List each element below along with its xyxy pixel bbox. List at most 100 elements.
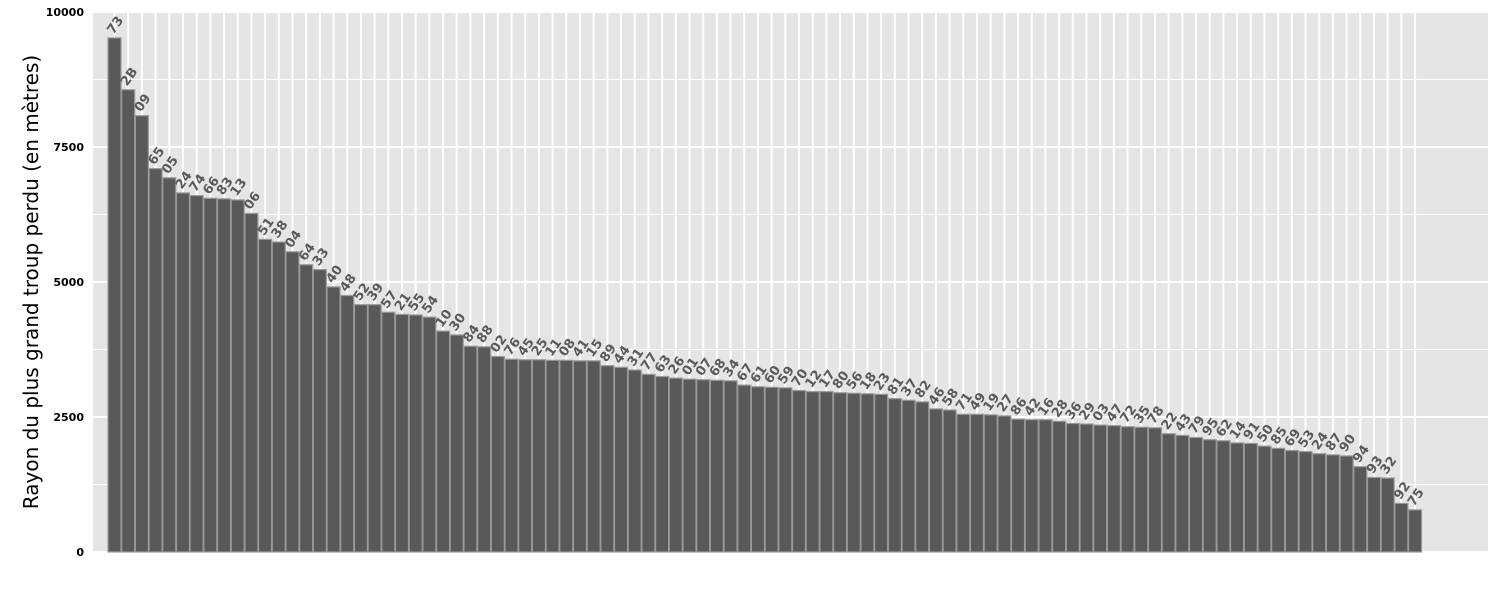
bar [1312,453,1327,553]
bar [257,238,273,553]
bar [1024,419,1039,553]
bar [1407,509,1423,553]
bar [586,360,601,553]
bars [107,37,1423,553]
bar [189,195,204,553]
bar [203,197,218,553]
y-axis-ticks: 0 2500 5000 7500 10000 [46,6,85,559]
bar [1106,425,1121,553]
bar [490,355,505,553]
bar [983,414,998,553]
bar [1216,440,1231,553]
bar [1394,502,1409,553]
bar [1079,423,1094,553]
bar [654,375,670,553]
bar [819,391,834,553]
bar [832,392,848,553]
bar [1038,419,1053,553]
bar [285,251,300,553]
bar [162,177,177,553]
bar [600,365,615,553]
bar [846,392,861,553]
bar [668,377,683,553]
bar [928,408,944,553]
bar [1325,454,1341,553]
bar [956,413,971,553]
bar [997,415,1012,553]
bar [627,369,642,553]
bar [1120,426,1135,553]
bar [1052,420,1067,553]
bar [1202,439,1217,553]
bar [531,359,546,553]
y-axis-label: Rayon du plus grand troup perdu (en mètr… [19,55,43,509]
bar [1380,477,1395,553]
bar [1243,442,1258,553]
bar [1339,455,1354,553]
bar [463,345,478,553]
bar [942,409,957,553]
bar [394,313,410,553]
bar [915,401,930,553]
bar [572,360,588,553]
bar [901,399,916,553]
bar [709,379,724,553]
y-tick-label: 2500 [53,411,84,424]
y-tick-label: 7500 [53,141,84,154]
bar [764,386,779,553]
bar [408,314,423,553]
y-tick-label: 10000 [46,6,85,19]
bar [1065,422,1080,553]
bar [1257,445,1272,553]
y-tick-label: 0 [76,546,84,559]
bar [860,393,875,553]
bar [737,384,752,553]
bar [381,311,396,553]
bar [1175,434,1190,553]
bar [723,380,738,553]
bar [134,115,149,553]
y-tick-label: 5000 [53,276,84,289]
bar [244,212,259,553]
bar [121,89,136,553]
bar [805,391,820,553]
bar [791,389,807,553]
bar [545,359,560,553]
bar [435,330,451,553]
bar [340,294,355,553]
bar [969,413,985,553]
bar [1093,424,1108,553]
bar [175,192,191,553]
bar [1298,450,1313,553]
bar [696,379,711,553]
bar [504,358,519,553]
bar [271,241,286,553]
bar [1161,433,1176,553]
bar [518,359,533,553]
bar [449,334,464,553]
bar [1353,466,1368,553]
bar [1366,476,1382,553]
bar [750,386,766,553]
bar [1188,436,1204,553]
bar [477,346,492,553]
bar [1229,442,1245,553]
bar [1010,418,1026,553]
bar [422,316,437,553]
bar [1284,449,1299,553]
bar [1134,426,1149,553]
bar [682,378,697,553]
bar [107,37,122,553]
bar [613,366,629,553]
bar [641,373,656,553]
bar [353,304,369,553]
bar [778,387,793,553]
bar [299,264,314,553]
bar [230,199,245,553]
bar [1271,447,1286,553]
bar [312,268,327,553]
bar [367,304,382,553]
bar [216,198,232,553]
